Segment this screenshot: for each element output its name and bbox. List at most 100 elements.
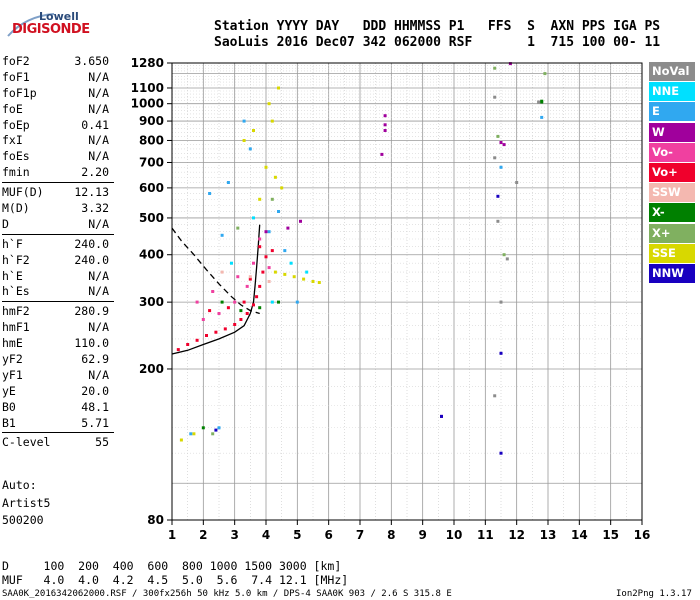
echo-point — [277, 210, 280, 213]
echo-point — [255, 295, 259, 299]
param-row: C-level 55 — [2, 435, 109, 451]
echo-point — [248, 275, 252, 279]
param-value: N/A — [88, 268, 109, 283]
echo-point — [242, 119, 246, 123]
param-name: foF2 — [2, 54, 30, 68]
trace-dashed — [171, 227, 260, 315]
chart-axes: 1 2 3 4 5 6 7 8 9 10 11 12 13 14 15 1680200300400500600… — [131, 56, 651, 542]
x-tick-label: 12 — [508, 528, 525, 542]
echo-point — [236, 226, 240, 230]
param-row: hmE 110.0 — [2, 336, 109, 352]
x-tick-label: 3 — [230, 528, 238, 542]
echo-point — [302, 277, 306, 281]
param-separator — [2, 301, 114, 303]
param-row: D N/A — [2, 217, 109, 233]
echo-point — [258, 237, 262, 241]
param-row: B1 5.71 — [2, 416, 109, 432]
x-tick-label: 8 — [387, 528, 395, 542]
param-name: foF1p — [2, 85, 37, 100]
param-separator — [2, 432, 114, 434]
param-value: N/A — [88, 367, 109, 382]
legend-item-vo-: Vo- — [649, 142, 695, 162]
param-value: N/A — [88, 69, 109, 84]
param-name: h`E — [2, 268, 23, 283]
echo-point — [201, 318, 205, 321]
echo-point — [496, 219, 500, 223]
echo-point — [226, 181, 230, 184]
param-value: 48.1 — [81, 399, 109, 414]
echo-point — [245, 312, 249, 315]
param-name: B1 — [2, 415, 16, 430]
param-row: h`F2 240.0 — [2, 253, 109, 269]
echo-point — [283, 249, 287, 253]
echo-point — [236, 275, 240, 279]
param-value: N/A — [88, 320, 109, 335]
auto-code: 500200 — [2, 513, 44, 527]
param-name: B0 — [2, 399, 16, 414]
echo-point — [195, 300, 199, 304]
series-nnw — [214, 194, 503, 455]
echo-point — [496, 194, 500, 198]
auto-artist: Artist5 — [2, 496, 51, 510]
param-row: M(D) 3.32 — [2, 201, 109, 217]
param-name: yE — [2, 383, 16, 398]
param-value: 20.0 — [81, 383, 109, 398]
legend-item-vo-: Vo+ — [649, 162, 695, 182]
echo-point — [267, 102, 271, 106]
param-value: 2.20 — [81, 165, 109, 180]
param-name: yF1 — [2, 367, 23, 382]
legend-item-x-: X+ — [649, 223, 695, 243]
echo-point — [540, 115, 544, 119]
series-vo- — [195, 237, 271, 321]
echo-point — [493, 95, 497, 99]
y-tick-label: 80 — [147, 513, 164, 527]
param-row: yF2 62.9 — [2, 352, 109, 368]
echo-point — [305, 270, 309, 274]
echo-point — [264, 230, 268, 234]
echo-point — [499, 451, 503, 455]
echo-point — [233, 300, 237, 304]
param-value: 12.13 — [74, 185, 109, 200]
echo-point — [208, 192, 212, 195]
echo-point — [245, 284, 249, 288]
param-row: hmF2 280.9 — [2, 304, 109, 320]
series-sse — [179, 86, 321, 442]
param-row: h`Es N/A — [2, 284, 109, 300]
param-name: MUF(D) — [2, 185, 44, 200]
polarization-legend: NoVal NNE E W Vo- Vo+ SSW X- X+ SSE NNW — [649, 62, 695, 284]
param-separator — [2, 233, 114, 235]
echo-point — [186, 343, 190, 346]
echo-point — [176, 348, 180, 352]
x-tick-label: 9 — [418, 528, 426, 542]
param-name: foF1 — [2, 69, 30, 84]
param-name: fmin — [2, 165, 30, 180]
y-tick-label: 500 — [139, 211, 164, 225]
echo-point — [242, 300, 246, 304]
echo-point — [292, 275, 296, 279]
legend-item-nne: NNE — [649, 82, 695, 102]
echo-point — [493, 66, 497, 70]
x-tick-label: 7 — [356, 528, 364, 542]
echo-point — [311, 280, 315, 283]
echo-point — [502, 143, 506, 147]
echo-point — [383, 129, 387, 132]
echo-point — [258, 306, 262, 310]
echo-point — [277, 300, 280, 304]
echo-point — [540, 99, 544, 103]
param-value: N/A — [88, 149, 109, 164]
echo-point — [230, 261, 233, 265]
param-value: 240.0 — [74, 236, 109, 251]
echo-point — [515, 181, 519, 184]
param-value: N/A — [88, 133, 109, 148]
param-name: foEp — [2, 117, 30, 132]
echo-point — [270, 249, 274, 253]
x-tick-label: 13 — [540, 528, 557, 542]
echo-point — [214, 330, 218, 334]
version-label: Ion2Png 1.3.17 — [616, 589, 692, 599]
legend-item-nnw: NNW — [649, 263, 695, 283]
y-tick-label: 800 — [139, 133, 164, 147]
param-row: foEp 0.41 — [2, 118, 109, 134]
echo-point — [242, 139, 246, 142]
x-tick-label: 15 — [602, 528, 619, 542]
echo-point — [258, 284, 262, 288]
